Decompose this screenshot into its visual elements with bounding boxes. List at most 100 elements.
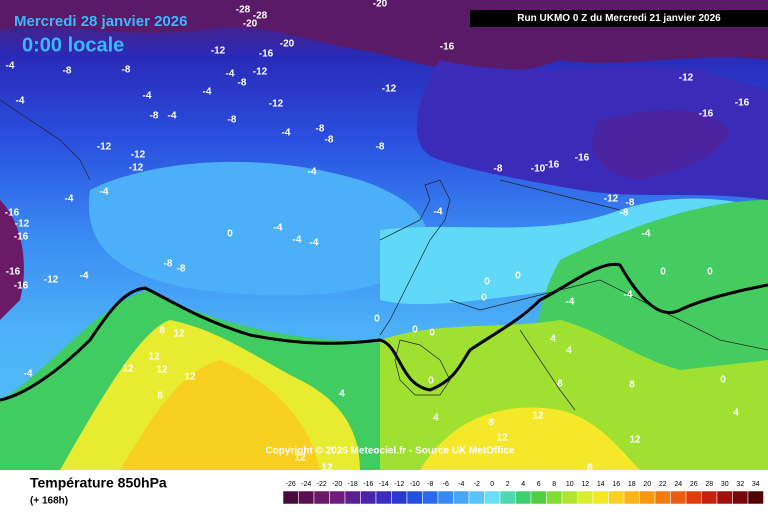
scale-swatch <box>747 490 764 505</box>
contour-label: 0 <box>720 375 726 386</box>
contour-label: 0 <box>484 277 490 288</box>
scale-tick-label: -16 <box>363 481 373 488</box>
contour-label: -12 <box>129 163 144 174</box>
scale-tick-label: 12 <box>581 481 589 488</box>
contour-label: 12 <box>496 433 508 444</box>
contour-label: 12 <box>173 329 185 340</box>
scale-tick-label: -2 <box>474 481 480 488</box>
contour-label: -10 <box>531 164 546 175</box>
contour-label: -8 <box>494 164 503 175</box>
scale-tick-label: -6 <box>443 481 449 488</box>
map-date: Mercredi 28 janvier 2026 <box>14 13 187 30</box>
scale-swatch <box>670 490 687 505</box>
scale-swatch <box>298 490 315 505</box>
scale-swatch <box>546 490 563 505</box>
scale-swatch <box>313 490 330 505</box>
contour-label: -16 <box>259 49 274 60</box>
contour-label: -12 <box>253 67 268 78</box>
scale-tick-label: 20 <box>643 481 651 488</box>
scale-tick-label: 32 <box>736 481 744 488</box>
contour-label: -8 <box>63 66 72 77</box>
contour-label: -4 <box>100 187 109 198</box>
zero-isotherm <box>0 262 768 402</box>
mild-region <box>88 161 428 296</box>
contour-label: -8 <box>150 111 159 122</box>
contour-label: 8 <box>157 391 163 402</box>
contour-label: -28 <box>253 11 268 22</box>
contour-label: 12 <box>122 364 134 375</box>
scale-swatch <box>701 490 718 505</box>
contour-label: -12 <box>97 142 112 153</box>
contour-label: -8 <box>177 264 186 275</box>
contour-label: -4 <box>24 369 33 380</box>
scale-tick-label: 22 <box>659 481 667 488</box>
contour-label: -16 <box>545 160 560 171</box>
contour-label: 12 <box>321 463 333 474</box>
scale-tick-label: -14 <box>379 481 389 488</box>
contour-label: -4 <box>642 229 651 240</box>
contour-label: 0 <box>707 267 713 278</box>
scale-swatch <box>639 490 656 505</box>
contour-label: -8 <box>316 124 325 135</box>
contour-label: 0 <box>515 271 521 282</box>
contour-label: 0 <box>429 328 435 339</box>
scale-tick-label: 28 <box>705 481 713 488</box>
contour-label: -8 <box>620 208 629 219</box>
contour-labels: -28-20-28-20-20 -16-12 -16-4 -8 -8 -4 -12-8-12… <box>5 0 750 474</box>
contour-label: -4 <box>226 69 235 80</box>
contour-label: -16 <box>575 153 590 164</box>
scale-swatch <box>608 490 625 505</box>
scale-swatch <box>360 490 377 505</box>
scale-tick-label: 2 <box>506 481 510 488</box>
scale-swatch <box>685 490 702 505</box>
scale-swatch <box>716 490 733 505</box>
scale-tick-label: 8 <box>552 481 556 488</box>
scale-tick-label: 16 <box>612 481 620 488</box>
coastlines <box>0 99 768 411</box>
scale-swatch <box>391 490 408 505</box>
contour-label: -8 <box>164 259 173 270</box>
scale-tick-label: -26 <box>286 481 296 488</box>
scale-tick-label: -20 <box>332 481 342 488</box>
scale-tick-label: 6 <box>537 481 541 488</box>
contour-label: -12 <box>269 99 284 110</box>
color-scale: -26 -24 -22 -20 -18 -16 -14 -12 -10 -8 -6 -4 -2 0 2 4 6 8… <box>282 481 764 505</box>
scale-swatch <box>282 490 299 505</box>
contour-label: -16 <box>5 208 20 219</box>
contour-label: -20 <box>280 39 295 50</box>
scale-tick-label: 34 <box>752 481 760 488</box>
scale-swatch <box>468 490 485 505</box>
contour-label: 12 <box>156 365 168 376</box>
contour-label: 8 <box>159 326 165 337</box>
contour-label: -16 <box>14 232 29 243</box>
contour-label: 12 <box>532 411 544 422</box>
scale-swatch <box>422 490 439 505</box>
footer-title: Température 850hPa <box>30 475 167 491</box>
contour-label: 4 <box>339 389 345 400</box>
contour-label: -16 <box>14 281 29 292</box>
contour-label: 0 <box>227 229 233 240</box>
map-time: 0:00 locale <box>22 34 124 56</box>
scale-swatch <box>623 490 640 505</box>
scale-tick-label: -22 <box>317 481 327 488</box>
contour-label: -12 <box>15 219 30 230</box>
contour-label: -4 <box>282 128 291 139</box>
contour-label: 0 <box>660 267 666 278</box>
scale-swatch <box>484 490 501 505</box>
scale-swatch <box>406 490 423 505</box>
contour-label: -4 <box>293 235 302 246</box>
cold-region <box>592 110 730 180</box>
contour-label: 0 <box>374 314 380 325</box>
scale-swatch <box>329 490 346 505</box>
run-info: Run UKMO 0 Z du Mercredi 21 janvier 2026 <box>517 13 721 24</box>
contour-label: -4 <box>203 87 212 98</box>
scale-tick-label: 0 <box>490 481 494 488</box>
scale-tick-label: 4 <box>521 481 525 488</box>
scale-swatch <box>592 490 609 505</box>
scale-tick-label: 24 <box>674 481 682 488</box>
contour-label: 0 <box>481 293 487 304</box>
contour-label: -20 <box>373 0 388 10</box>
contour-label: -12 <box>211 46 226 57</box>
contour-label: -8 <box>228 115 237 126</box>
copyright: Copyright © 2026 Meteociel.fr - Source U… <box>265 446 515 457</box>
